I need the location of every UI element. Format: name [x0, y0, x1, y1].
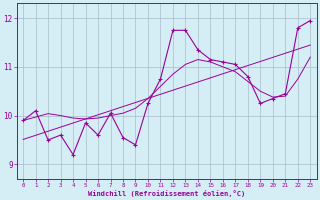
X-axis label: Windchill (Refroidissement éolien,°C): Windchill (Refroidissement éolien,°C)	[88, 190, 245, 197]
